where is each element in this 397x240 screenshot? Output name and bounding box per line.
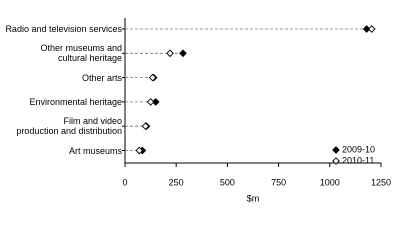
- data-point: [135, 146, 144, 155]
- y-tick-label: Other arts: [81, 72, 122, 83]
- x-tick-label: 500: [220, 177, 235, 187]
- y-tick-label: Environmental heritage: [29, 96, 122, 107]
- data-point: [148, 73, 157, 82]
- x-tick-label: 0: [122, 177, 127, 187]
- x-tick-label: 1250: [371, 177, 391, 187]
- x-tick-label: 750: [271, 177, 286, 187]
- x-tick-label: 250: [169, 177, 184, 187]
- legend-label: 2009-10: [342, 144, 375, 154]
- y-tick-label: Radio and television services: [5, 24, 122, 34]
- data-point: [151, 98, 160, 106]
- data-point: [166, 49, 174, 58]
- x-axis-label: $m: [247, 193, 260, 203]
- x-tick-label: 1000: [320, 177, 340, 187]
- legend-marker: [332, 157, 340, 165]
- data-point: [179, 49, 187, 58]
- data-point: [141, 122, 150, 131]
- y-tick-label: Film and video production and distributi…: [16, 116, 122, 137]
- y-tick-label: Other museums and cultural heritage: [40, 43, 122, 64]
- data-point: [146, 98, 155, 106]
- data-point: [367, 25, 376, 33]
- data-point: [362, 25, 371, 33]
- legend-label: 2010-11: [342, 155, 374, 165]
- legend-marker: [332, 146, 340, 154]
- y-tick-label: Art museums: [68, 145, 122, 156]
